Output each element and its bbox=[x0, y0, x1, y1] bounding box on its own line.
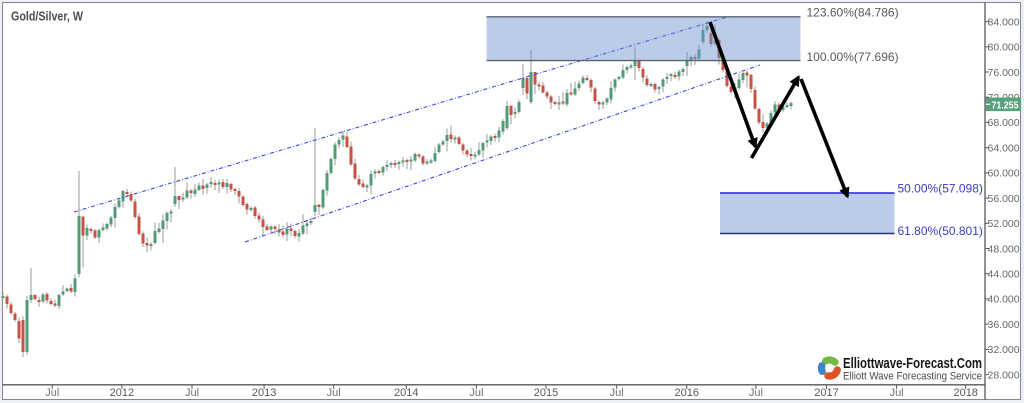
svg-text:Jul: Jul bbox=[890, 387, 904, 399]
svg-text:64.000: 64.000 bbox=[988, 143, 1020, 155]
svg-text:2016: 2016 bbox=[675, 387, 699, 399]
svg-text:Elliott Wave Forecasting Servi: Elliott Wave Forecasting Service bbox=[843, 371, 982, 383]
svg-text:2015: 2015 bbox=[534, 387, 558, 399]
svg-text:Jul: Jul bbox=[749, 387, 763, 399]
svg-text:2012: 2012 bbox=[110, 387, 134, 399]
svg-text:60.000: 60.000 bbox=[988, 168, 1020, 180]
svg-text:40.000: 40.000 bbox=[988, 294, 1020, 306]
svg-text:84.000: 84.000 bbox=[988, 16, 1020, 28]
svg-text:2017: 2017 bbox=[814, 387, 838, 399]
svg-text:Jul: Jul bbox=[469, 387, 483, 399]
svg-text:Jul: Jul bbox=[610, 387, 624, 399]
svg-text:Elliottwave-Forecast.Com: Elliottwave-Forecast.Com bbox=[843, 356, 982, 372]
svg-text:Jul: Jul bbox=[45, 387, 59, 399]
svg-text:44.000: 44.000 bbox=[988, 269, 1020, 281]
svg-text:2014: 2014 bbox=[394, 387, 418, 399]
svg-text:61.80%(50.801): 61.80%(50.801) bbox=[898, 224, 983, 238]
svg-text:36.000: 36.000 bbox=[988, 319, 1020, 331]
svg-text:52.000: 52.000 bbox=[988, 218, 1020, 230]
svg-text:56.000: 56.000 bbox=[988, 193, 1020, 205]
svg-text:71.255: 71.255 bbox=[992, 99, 1019, 111]
svg-text:Gold/Silver, W: Gold/Silver, W bbox=[11, 9, 84, 24]
svg-text:Jul: Jul bbox=[327, 387, 341, 399]
svg-text:48.000: 48.000 bbox=[988, 243, 1020, 255]
svg-text:100.00%(77.696): 100.00%(77.696) bbox=[807, 50, 899, 64]
svg-text:50.00%(57.098): 50.00%(57.098) bbox=[898, 182, 983, 196]
svg-text:76.000: 76.000 bbox=[988, 67, 1020, 79]
svg-text:123.60%(84.786): 123.60%(84.786) bbox=[807, 5, 899, 19]
svg-text:28.000: 28.000 bbox=[988, 369, 1020, 381]
svg-text:Jul: Jul bbox=[185, 387, 199, 399]
svg-text:2018: 2018 bbox=[953, 387, 977, 399]
svg-text:2013: 2013 bbox=[252, 387, 276, 399]
svg-text:32.000: 32.000 bbox=[988, 344, 1020, 356]
svg-text:80.000: 80.000 bbox=[988, 42, 1020, 54]
svg-text:68.000: 68.000 bbox=[988, 117, 1020, 129]
